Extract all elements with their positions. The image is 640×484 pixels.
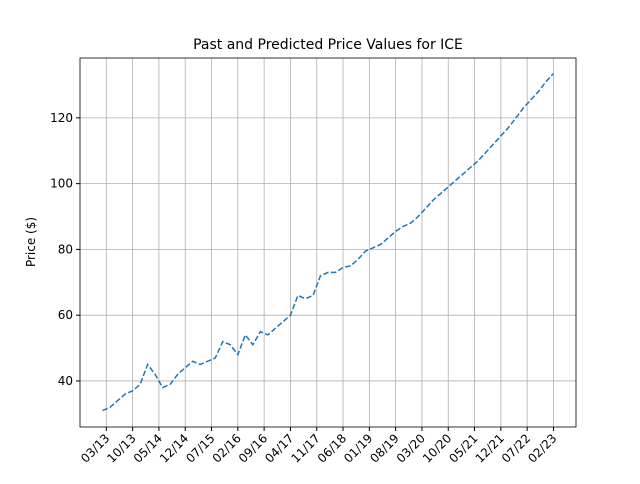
x-tick-label: 01/19 [341,431,375,465]
y-axis-label: Price ($) [24,217,38,267]
x-tick-label: 02/16 [210,431,244,465]
x-tick-label: 07/22 [499,431,533,465]
x-tick-label: 07/15 [183,431,217,465]
x-tick-label: 05/14 [131,431,165,465]
x-tick-label: 09/16 [236,431,270,465]
x-tick-label: 03/13 [78,431,112,465]
x-tick-label: 02/23 [525,431,559,465]
x-tick-label: 08/19 [367,431,401,465]
x-tick-label: 10/20 [420,431,454,465]
x-tick-label: 03/20 [394,431,428,465]
y-tick-label: 40 [58,374,73,388]
plot-frame [79,57,577,428]
price-line [102,72,555,412]
chart-title: Past and Predicted Price Values for ICE [193,37,463,53]
x-tick-label: 04/17 [262,431,296,465]
x-tick-label: 12/21 [473,431,507,465]
x-tick-label: 12/14 [157,431,191,465]
y-tick-label: 120 [50,111,73,125]
x-tick-label: 06/18 [315,431,349,465]
y-tick-label: 100 [50,177,73,191]
x-tick-label: 05/21 [446,431,480,465]
y-tick-label: 60 [58,308,73,322]
x-tick-label: 10/13 [104,431,138,465]
x-tick-label: 11/17 [288,431,322,465]
y-tick-label: 80 [58,242,73,256]
